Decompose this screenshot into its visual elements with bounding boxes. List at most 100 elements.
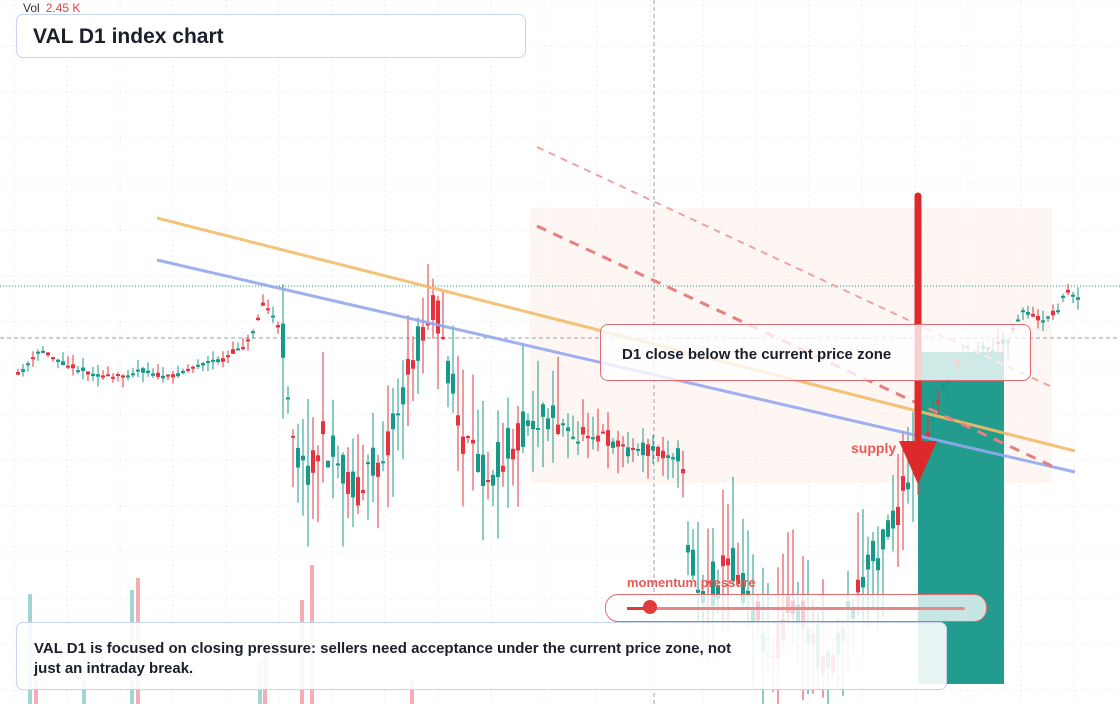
candle-down [856,579,860,593]
candle-down [606,430,610,446]
candle-up [506,427,510,459]
candle-up [931,413,935,421]
candle-up [651,446,655,451]
candle-down [501,465,505,472]
candle-down [51,357,55,360]
volume-bar [34,680,38,704]
candle-up [731,548,735,582]
candle-down [266,308,270,311]
candle-up [571,436,575,439]
candle-up [526,420,530,426]
candle-down [186,368,190,371]
candle-up [561,423,565,426]
candle-down [431,295,435,320]
candle-down [166,374,170,377]
candle-up [36,351,40,354]
candle-up [151,373,155,376]
candle-up [1056,310,1060,313]
candle-down [1051,310,1055,316]
candle-up [876,558,880,571]
candle-up [161,375,165,379]
momentum-knob[interactable] [643,600,657,614]
candle-down [486,480,490,482]
candle-down [16,372,20,375]
momentum-track [627,607,965,610]
candle-down [516,423,520,451]
candle-up [1046,316,1050,319]
candle-down [616,440,620,447]
candle-down [121,375,125,378]
candle-down [276,325,280,328]
candle-down [376,462,380,477]
volume-readout: Vol 2.45 K [23,1,80,15]
candle-up [871,540,875,562]
candle-down [231,349,235,354]
candle-up [271,315,275,318]
candle-up [746,590,750,597]
candle-down [706,581,710,584]
candle-up [326,460,330,468]
candle-down [901,476,905,491]
candle-down [386,431,390,456]
candle-down [461,436,465,454]
candle-down [581,427,585,435]
candle-down [246,339,250,342]
candle-down [646,444,650,456]
candle-down [226,355,230,358]
candle-down [511,448,515,460]
volume-bar [410,680,414,704]
supply-label: supply [851,440,897,456]
candle-up [626,447,630,457]
candle-down [631,448,635,450]
candle-up [1021,310,1025,313]
candle-down [1036,316,1040,321]
candle-up [711,561,715,607]
candle-down [556,424,560,434]
candle-up [716,585,720,599]
candle-up [41,350,45,353]
volume-value: 2.45 K [45,1,81,15]
candle-down [221,358,225,362]
candle-up [216,359,220,363]
candle-up [301,455,305,461]
candle-up [1016,319,1020,322]
candle-up [611,441,615,448]
candle-up [1071,294,1075,297]
candle-up [576,441,580,444]
candle-up [546,418,550,430]
candle-up [686,545,690,553]
candle-down [361,489,365,494]
candle-up [641,442,645,456]
candle-up [331,435,335,457]
candle-down [31,357,35,360]
candle-down [656,446,660,456]
candle-down [156,372,160,377]
candle-down [116,374,120,376]
candle-up [146,370,150,373]
candle-up [496,442,500,478]
candle-down [926,432,930,439]
candle-down [316,455,320,462]
candle-up [396,413,400,416]
candle-down [261,302,265,306]
candle-up [886,520,890,537]
candle-up [1041,320,1045,323]
candle-up [336,463,340,466]
candle-down [421,327,425,341]
candle-down [311,450,315,473]
momentum-slider[interactable] [605,594,987,622]
candle-down [256,317,260,321]
candle-down [426,323,430,326]
candle-up [131,373,135,376]
candle-up [676,448,680,462]
candle-down [406,358,410,375]
candle-up [491,474,495,486]
candle-up [566,427,570,432]
candle-up [251,331,255,334]
candle-up [476,453,480,472]
candle-down [936,400,940,404]
candle-up [206,361,210,363]
zone-callout: D1 close below the current price zone [600,324,1031,381]
candle-down [111,376,115,379]
candle-up [81,367,85,371]
